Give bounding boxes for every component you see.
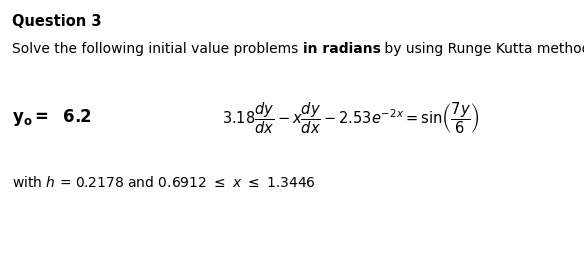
Text: with $h$ = 0.2178 and 0.6912 $\leq$ $x$ $\leq$ 1.3446: with $h$ = 0.2178 and 0.6912 $\leq$ $x$ … [12,175,316,190]
Text: by using Runge Kutta method.: by using Runge Kutta method. [381,42,584,56]
Text: $\mathbf{y_o{=}}$  $\mathbf{6.2}$: $\mathbf{y_o{=}}$ $\mathbf{6.2}$ [12,108,92,129]
Text: Solve the following initial value problems: Solve the following initial value proble… [12,42,303,56]
Text: $3.18\dfrac{dy}{dx}-x\dfrac{dy}{dx}-2.53e^{-2x}=\sin\!\left(\dfrac{7y}{6}\right): $3.18\dfrac{dy}{dx}-x\dfrac{dy}{dx}-2.53… [222,100,479,136]
Text: Question 3: Question 3 [12,14,102,29]
Text: in radians: in radians [303,42,381,56]
